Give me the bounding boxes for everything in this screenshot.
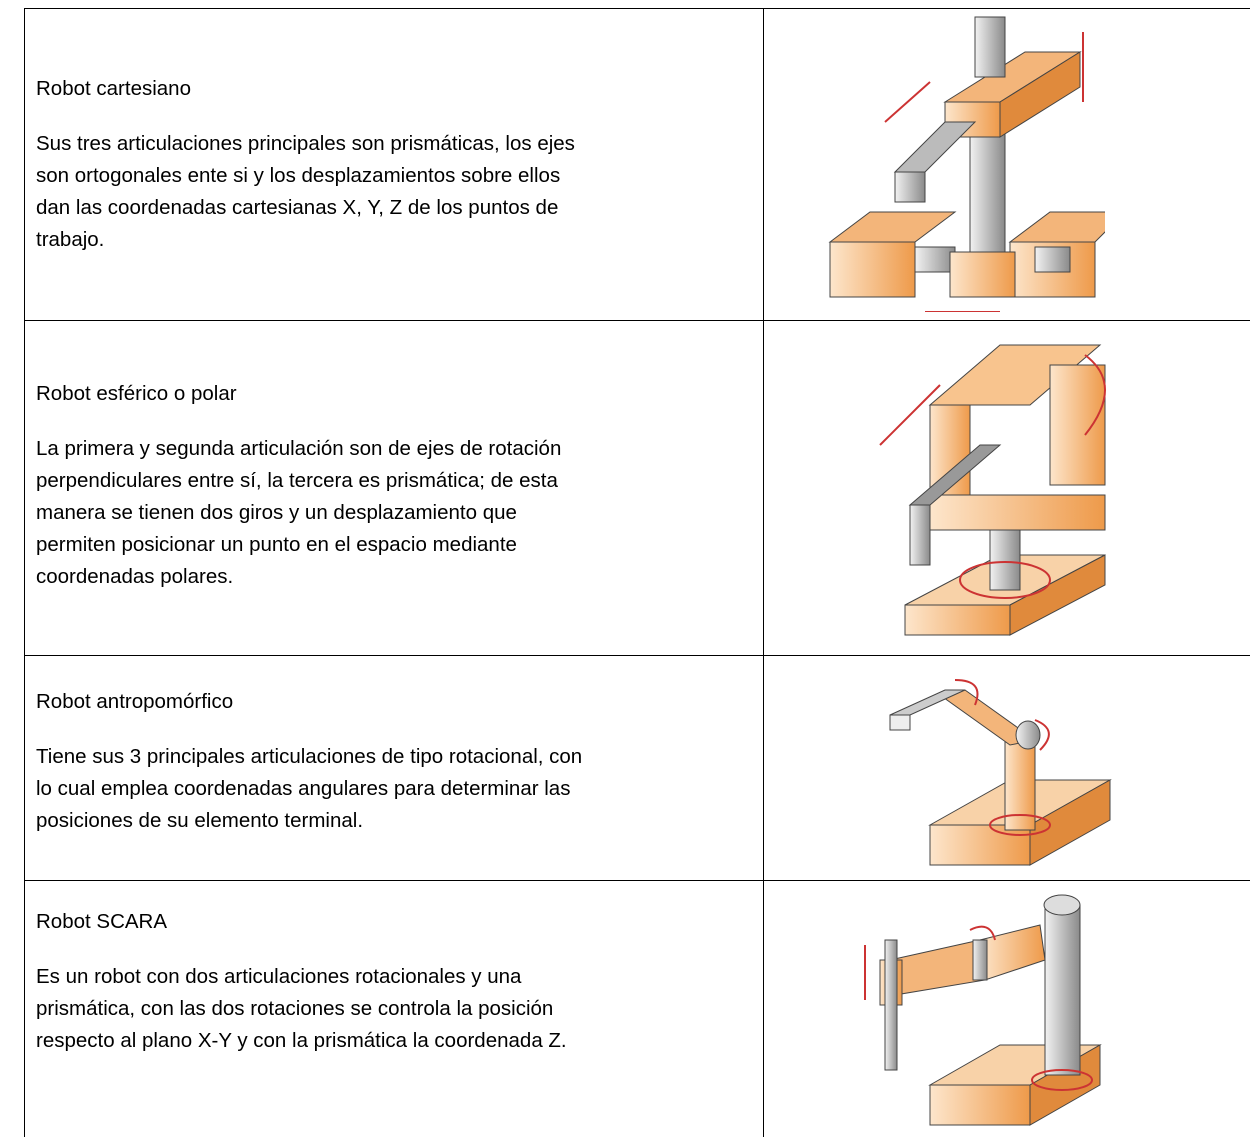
row-title: Robot cartesiano xyxy=(36,77,191,100)
description-line: lo cual emplea coordenadas angulares par… xyxy=(36,777,571,800)
table-row: Robot SCARA Es un robot con dos articulac… xyxy=(24,880,1250,1137)
table-row: Robot antropomórfico Tiene sus 3 principa… xyxy=(24,655,1250,880)
description-line: posiciones de su elemento terminal. xyxy=(36,809,364,832)
description-line: Es un robot con dos articulaciones rotac… xyxy=(36,965,522,988)
anthropomorphic-robot-image xyxy=(889,679,1112,866)
text-cell: Robot SCARA Es un robot con dos articulac… xyxy=(24,881,764,1137)
description-line: Sus tres articulaciones principales son … xyxy=(36,132,575,155)
description-line: La primera y segunda articulación son de… xyxy=(36,437,562,460)
description-line: son ortogonales ente si y los desplazami… xyxy=(36,164,561,187)
scara-robot-image xyxy=(864,894,1102,1126)
description-line: coordenadas polares. xyxy=(36,565,234,588)
description-line: permiten posicionar un punto en el espac… xyxy=(36,533,517,556)
table-row: Robot cartesiano Sus tres articulaciones … xyxy=(24,8,1250,320)
row-title: Robot esférico o polar xyxy=(36,382,237,405)
description-line: trabajo. xyxy=(36,228,105,251)
row-title: Robot SCARA xyxy=(36,910,168,933)
text-cell: Robot esférico o polar La primera y segun… xyxy=(24,321,764,655)
text-cell: Robot cartesiano Sus tres articulaciones … xyxy=(24,9,764,320)
description-line: respecto al plano X-Y y con la prismátic… xyxy=(36,1029,567,1052)
polar-robot-image xyxy=(879,344,1106,636)
cartesian-robot-image xyxy=(828,16,1105,312)
description-line: manera se tienen dos giros y un desplaza… xyxy=(36,501,517,524)
description-line: prismática, con las dos rotaciones se co… xyxy=(36,997,554,1020)
text-cell: Robot antropomórfico Tiene sus 3 principa… xyxy=(24,656,764,880)
description-line: perpendiculares entre sí, la tercera es … xyxy=(36,469,558,492)
row-title: Robot antropomórfico xyxy=(36,690,234,713)
description-line: Tiene sus 3 principales articulaciones d… xyxy=(36,745,583,768)
table-row: Robot esférico o polar La primera y segun… xyxy=(24,320,1250,655)
description-line: dan las coordenadas cartesianas X, Y, Z … xyxy=(36,196,559,219)
